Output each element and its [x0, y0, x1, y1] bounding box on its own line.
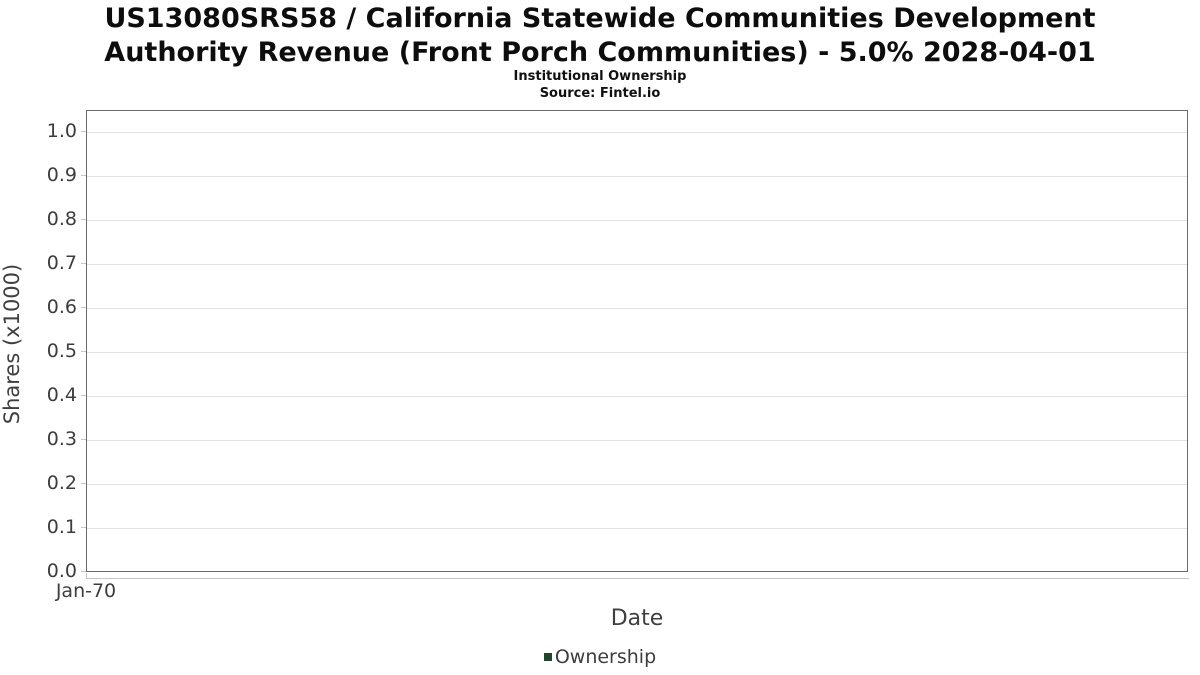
chart-source-label: Source: Fintel.io [539, 86, 661, 101]
legend-series-label: Ownership [554, 646, 657, 668]
y-tick-mark [81, 263, 86, 264]
y-tick-label: 0.3 [46, 428, 77, 450]
plot-area [86, 110, 1188, 572]
y-tick-mark [81, 439, 86, 440]
y-tick-label: 0.9 [46, 164, 77, 186]
y-tick-mark [81, 307, 86, 308]
x-tick-label: Jan-70 [55, 580, 117, 602]
y-tick-mark [81, 175, 86, 176]
y-axis-title: Shares (x1000) [0, 263, 24, 425]
chart-subtitle: Institutional Ownership [513, 69, 687, 84]
y-tick-mark [81, 219, 86, 220]
legend-swatch-icon [543, 653, 552, 661]
y-tick-mark [81, 483, 86, 484]
gridline [87, 264, 1187, 265]
y-tick-mark [81, 131, 86, 132]
y-tick-label: 0.7 [46, 252, 77, 274]
y-tick-label: 1.0 [46, 120, 77, 142]
chart-title: US13080SRS58 / California Statewide Comm… [104, 3, 1096, 68]
y-tick-mark [81, 395, 86, 396]
gridline [87, 220, 1187, 221]
y-tick-mark [81, 527, 86, 528]
x-axis-line [86, 578, 1189, 579]
gridline [87, 440, 1187, 441]
y-tick-label: 0.8 [46, 208, 77, 230]
y-tick-label: 0.2 [46, 472, 77, 494]
x-tick-mark [86, 573, 87, 578]
y-tick-label: 0.6 [46, 296, 77, 318]
legend: Ownership [0, 646, 1200, 668]
gridline [87, 528, 1187, 529]
x-axis-title: Date [610, 606, 664, 631]
gridline [87, 308, 1187, 309]
y-tick-label: 0.0 [46, 560, 77, 582]
y-tick-label: 0.4 [46, 384, 77, 406]
gridline [87, 352, 1187, 353]
gridline [87, 176, 1187, 177]
gridline [87, 132, 1187, 133]
y-tick-label: 0.5 [46, 340, 77, 362]
y-tick-mark [81, 351, 86, 352]
gridline [87, 396, 1187, 397]
gridline [87, 484, 1187, 485]
y-tick-label: 0.1 [46, 516, 77, 538]
y-tick-mark [81, 571, 86, 572]
